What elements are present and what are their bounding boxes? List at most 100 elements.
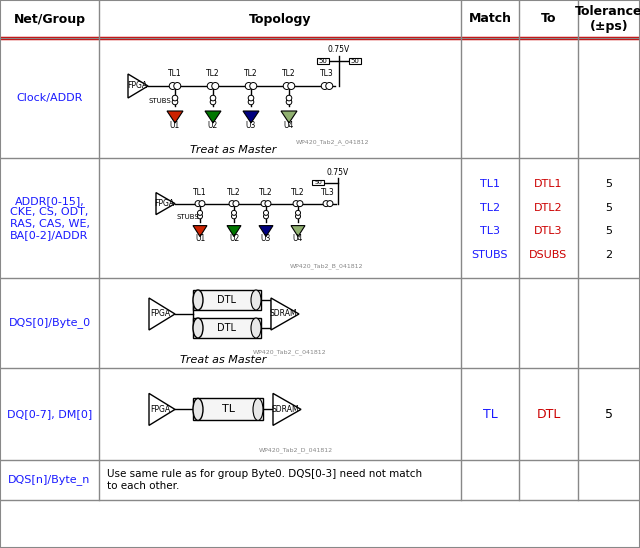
Polygon shape: [149, 393, 175, 425]
Circle shape: [293, 201, 299, 207]
Circle shape: [198, 210, 202, 215]
Text: WP420_Tab2_A_041812: WP420_Tab2_A_041812: [296, 139, 369, 145]
Circle shape: [210, 99, 216, 105]
Ellipse shape: [193, 318, 203, 338]
Polygon shape: [149, 298, 175, 330]
Circle shape: [323, 201, 329, 207]
Circle shape: [326, 83, 333, 89]
Text: 5: 5: [605, 203, 612, 213]
Ellipse shape: [251, 290, 261, 310]
Bar: [317, 58, 329, 64]
Text: WP420_Tab2_D_041812: WP420_Tab2_D_041812: [259, 447, 333, 453]
Text: 0.75V: 0.75V: [327, 168, 349, 177]
Text: DQ[0-7], DM[0]: DQ[0-7], DM[0]: [7, 409, 92, 419]
Circle shape: [245, 83, 252, 89]
Circle shape: [264, 214, 269, 219]
Text: 5: 5: [605, 226, 612, 236]
Text: 50: 50: [319, 58, 328, 64]
Text: Use same rule as for group Byte0. DQS[0-3] need not match
to each other.: Use same rule as for group Byte0. DQS[0-…: [107, 469, 422, 491]
Text: To: To: [541, 13, 556, 26]
Polygon shape: [227, 226, 241, 237]
Circle shape: [296, 214, 301, 219]
Text: DQS[n]/Byte_n: DQS[n]/Byte_n: [8, 475, 91, 486]
Text: U4: U4: [293, 233, 303, 243]
Circle shape: [248, 99, 254, 105]
Text: TL3: TL3: [320, 68, 334, 77]
Ellipse shape: [193, 290, 203, 310]
Circle shape: [195, 201, 201, 207]
Polygon shape: [128, 74, 148, 98]
Polygon shape: [243, 111, 259, 123]
Text: DTL: DTL: [218, 295, 237, 305]
Text: 5: 5: [605, 408, 613, 420]
Polygon shape: [281, 111, 297, 123]
Text: U1: U1: [170, 121, 180, 130]
Circle shape: [174, 83, 180, 89]
Text: ADDR[0-15],
CKE, CS, ODT,
RAS, CAS, WE,
BA[0-2]/ADDR: ADDR[0-15], CKE, CS, ODT, RAS, CAS, WE, …: [10, 196, 90, 241]
Text: FPGA: FPGA: [154, 199, 175, 208]
Ellipse shape: [253, 398, 263, 420]
Circle shape: [210, 95, 216, 101]
Text: Net/Group: Net/Group: [13, 13, 86, 26]
Polygon shape: [193, 226, 207, 237]
Circle shape: [172, 95, 178, 101]
Text: U2: U2: [229, 233, 239, 243]
Polygon shape: [156, 192, 175, 215]
Text: TL3: TL3: [321, 188, 335, 197]
Ellipse shape: [251, 318, 261, 338]
Text: Topology: Topology: [249, 13, 311, 26]
Text: STUBS: STUBS: [148, 98, 172, 104]
Text: FPGA: FPGA: [150, 405, 171, 414]
Circle shape: [212, 83, 219, 89]
Circle shape: [297, 201, 303, 207]
Text: 50: 50: [314, 180, 322, 185]
Text: TL2: TL2: [282, 68, 296, 77]
Circle shape: [286, 95, 292, 101]
Circle shape: [172, 99, 178, 105]
Bar: [349, 58, 361, 64]
Text: DTL3: DTL3: [534, 226, 563, 236]
Circle shape: [286, 99, 292, 105]
Text: Treat as Master: Treat as Master: [190, 145, 276, 155]
Bar: [193, 290, 261, 310]
Text: SDRAM: SDRAM: [272, 405, 300, 414]
Bar: [193, 398, 263, 420]
Circle shape: [288, 83, 295, 89]
Text: TL1: TL1: [480, 179, 500, 190]
Polygon shape: [259, 226, 273, 237]
Circle shape: [265, 201, 271, 207]
Text: DTL1: DTL1: [534, 179, 563, 190]
Bar: [312, 180, 324, 185]
Polygon shape: [273, 393, 301, 425]
Text: TL2: TL2: [480, 203, 500, 213]
Circle shape: [248, 95, 254, 101]
Text: TL: TL: [221, 404, 234, 414]
Text: DQS[0]/Byte_0: DQS[0]/Byte_0: [8, 317, 91, 328]
Text: TL2: TL2: [244, 68, 258, 77]
Text: Clock/ADDR: Clock/ADDR: [16, 93, 83, 103]
Circle shape: [232, 214, 237, 219]
Text: Match: Match: [468, 13, 511, 26]
Polygon shape: [271, 298, 299, 330]
Text: U2: U2: [208, 121, 218, 130]
Text: TL: TL: [483, 408, 497, 420]
Text: U1: U1: [195, 233, 205, 243]
Text: U3: U3: [246, 121, 256, 130]
Circle shape: [284, 83, 290, 89]
Circle shape: [207, 83, 214, 89]
Text: U3: U3: [261, 233, 271, 243]
Bar: [198, 398, 258, 420]
Bar: [198, 290, 256, 310]
Circle shape: [198, 214, 202, 219]
Text: STUBS: STUBS: [177, 214, 200, 220]
Circle shape: [233, 201, 239, 207]
Text: TL2: TL2: [227, 188, 241, 197]
Text: STUBS: STUBS: [472, 249, 508, 260]
Text: 5: 5: [605, 179, 612, 190]
Text: TL2: TL2: [291, 188, 305, 197]
Text: DTL2: DTL2: [534, 203, 563, 213]
Text: WP420_Tab2_C_041812: WP420_Tab2_C_041812: [252, 349, 326, 355]
Polygon shape: [291, 226, 305, 237]
Text: SDRAM: SDRAM: [270, 310, 298, 318]
Circle shape: [169, 83, 176, 89]
